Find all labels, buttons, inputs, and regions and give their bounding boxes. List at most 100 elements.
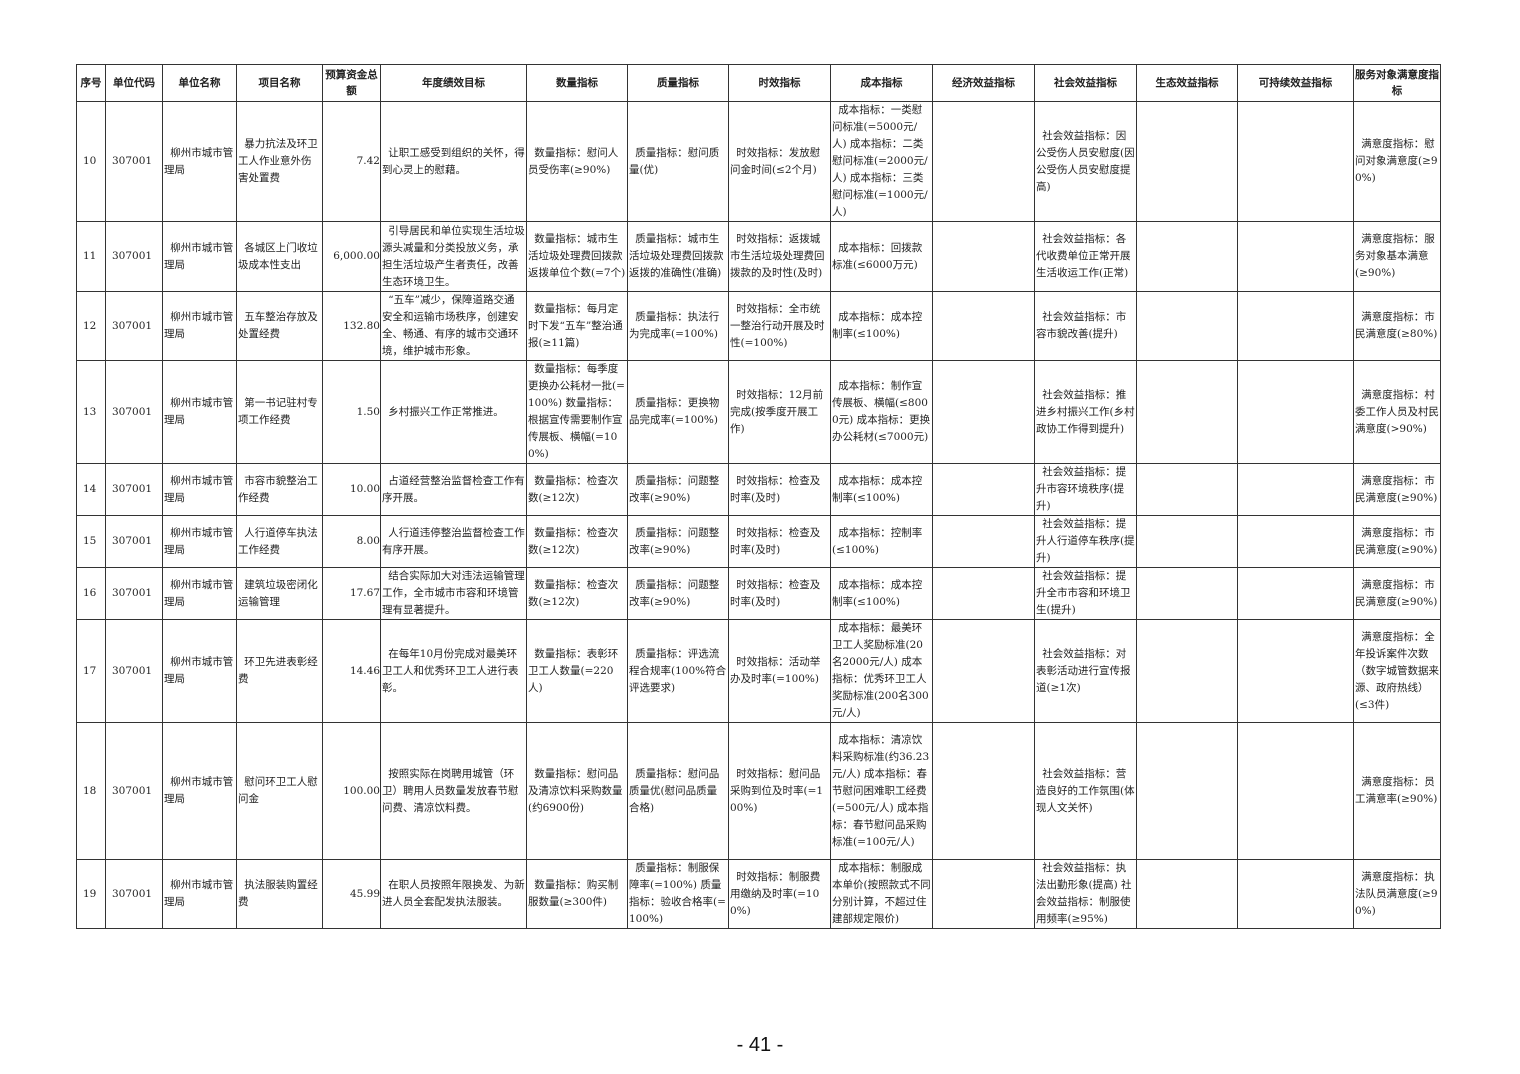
cell-ecological-benefit — [1136, 221, 1238, 292]
cell-unit-code: 307001 — [105, 101, 163, 222]
cell-ecological-benefit — [1136, 360, 1238, 464]
cell-index: 15 — [76, 515, 106, 568]
cell-economic-benefit — [932, 101, 1035, 222]
cell-quality-indicator: 质量指标：评选流程合规率(100%符合评选要求) — [627, 619, 729, 723]
cell-unit-name: 柳州市城市管理局 — [162, 291, 237, 361]
cell-unit-code: 307001 — [105, 567, 163, 620]
cell-project-name: 建筑垃圾密闭化运输管理 — [236, 567, 323, 620]
cell-unit-code: 307001 — [105, 619, 163, 723]
cell-timeliness-indicator: 时效指标：全市统一整治行动开展及时性(=100%) — [728, 291, 831, 361]
table-row: 17 307001 柳州市城市管理局 环卫先进表彰经费 14.46 在每年10月份完成对最… — [76, 619, 1441, 723]
cell-social-benefit: 社会效益指标：执法出勤形象(提高) 社会效益指标：制服使用频率(≥95%) — [1034, 859, 1137, 929]
table-row: 14 307001 柳州市城市管理局 市容市貌整治工作经费 10.00 占道经营整治监督检… — [76, 463, 1441, 516]
cell-annual-goal: 让职工感受到组织的关怀，得到心灵上的慰藉。 — [380, 101, 527, 222]
cell-social-benefit: 社会效益指标：因公受伤人员安慰度(因公受伤人员安慰度提高) — [1034, 101, 1137, 222]
cell-satisfaction-indicator: 满意度指标：村委工作人员及村民满意度(>90%) — [1353, 360, 1441, 464]
cell-project-name: 人行道停车执法工作经费 — [236, 515, 323, 568]
cell-index: 19 — [76, 859, 106, 929]
cell-unit-name: 柳州市城市管理局 — [162, 221, 237, 292]
cell-timeliness-indicator: 时效指标：制服费用缴纳及时率(=100%) — [728, 859, 831, 929]
header-index: 序号 — [76, 64, 106, 102]
cell-satisfaction-indicator: 满意度指标：市民满意度(≥90%) — [1353, 515, 1441, 568]
header-budget-amount: 预算资金总额 — [322, 64, 381, 102]
cell-quantity-indicator: 数量指标：购买制服数量(≥300件) — [526, 859, 628, 929]
cell-economic-benefit — [932, 360, 1035, 464]
cell-index: 16 — [76, 567, 106, 620]
cell-unit-name: 柳州市城市管理局 — [162, 463, 237, 516]
header-quality-indicator: 质量指标 — [627, 64, 729, 102]
cell-timeliness-indicator: 时效指标：发放慰问金时间(≤2个月) — [728, 101, 831, 222]
cell-ecological-benefit — [1136, 619, 1238, 723]
cell-unit-code: 307001 — [105, 722, 163, 860]
cell-unit-name: 柳州市城市管理局 — [162, 101, 237, 222]
cell-index: 18 — [76, 722, 106, 860]
cell-quantity-indicator: 数量指标：每月定时下发“五车”整治通报(≥11篇) — [526, 291, 628, 361]
cell-cost-indicator: 成本指标：一类慰问标准(=5000元/人) 成本指标：二类慰问标准(=2000元… — [830, 101, 933, 222]
header-satisfaction-indicator: 服务对象满意度指标 — [1353, 64, 1441, 102]
cell-satisfaction-indicator: 满意度指标：员工满意率(≥90%) — [1353, 722, 1441, 860]
table-header-row: 序号 单位代码 单位名称 项目名称 预算资金总额 年度绩效目标 数量指标 质量指标 时效指标 成本… — [76, 64, 1441, 102]
cell-project-name: 暴力抗法及环卫工人作业意外伤害处置费 — [236, 101, 323, 222]
cell-sustainable-benefit — [1237, 463, 1354, 516]
cell-timeliness-indicator: 时效指标：检查及时率(及时) — [728, 463, 831, 516]
header-ecological-benefit: 生态效益指标 — [1136, 64, 1238, 102]
cell-cost-indicator: 成本指标：成本控制率(≤100%) — [830, 291, 933, 361]
cell-quality-indicator: 质量指标：慰问质量(优) — [627, 101, 729, 222]
cell-unit-code: 307001 — [105, 291, 163, 361]
cell-timeliness-indicator: 时效指标：慰问品采购到位及时率(=100%) — [728, 722, 831, 860]
cell-quantity-indicator: 数量指标：每季度更换办公耗材一批(=100%) 数量指标：根据宣传需要制作宣传展… — [526, 360, 628, 464]
cell-annual-goal: 乡村振兴工作正常推进。 — [380, 360, 527, 464]
cell-budget-amount: 1.50 — [322, 360, 381, 464]
header-social-benefit: 社会效益指标 — [1034, 64, 1137, 102]
cell-cost-indicator: 成本指标：成本控制率(≤100%) — [830, 567, 933, 620]
cell-budget-amount: 17.67 — [322, 567, 381, 620]
cell-satisfaction-indicator: 满意度指标：执法队员满意度(≥90%) — [1353, 859, 1441, 929]
cell-economic-benefit — [932, 619, 1035, 723]
cell-ecological-benefit — [1136, 463, 1238, 516]
cell-unit-code: 307001 — [105, 463, 163, 516]
table-row: 12 307001 柳州市城市管理局 五车整治存放及处置经费 132.80 “五车”减少，… — [76, 291, 1441, 361]
cell-index: 11 — [76, 221, 106, 292]
cell-timeliness-indicator: 时效指标：返拨城市生活垃圾处理费回拨款的及时性(及时) — [728, 221, 831, 292]
cell-economic-benefit — [932, 567, 1035, 620]
cell-social-benefit: 社会效益指标：对表彰活动进行宣传报道(≥1次) — [1034, 619, 1137, 723]
cell-index: 14 — [76, 463, 106, 516]
cell-unit-name: 柳州市城市管理局 — [162, 567, 237, 620]
header-quantity-indicator: 数量指标 — [526, 64, 628, 102]
cell-quality-indicator: 质量指标：问题整改率(≥90%) — [627, 463, 729, 516]
cell-cost-indicator: 成本指标：成本控制率(≤100%) — [830, 463, 933, 516]
cell-timeliness-indicator: 时效指标：检查及时率(及时) — [728, 567, 831, 620]
table-row: 16 307001 柳州市城市管理局 建筑垃圾密闭化运输管理 17.67 结合实际加大对违… — [76, 567, 1441, 620]
cell-index: 17 — [76, 619, 106, 723]
cell-unit-name: 柳州市城市管理局 — [162, 515, 237, 568]
page-number: - 41 - — [736, 1034, 784, 1056]
cell-unit-code: 307001 — [105, 360, 163, 464]
cell-economic-benefit — [932, 515, 1035, 568]
cell-social-benefit: 社会效益指标：各代收费单位正常开展生活收运工作(正常) — [1034, 221, 1137, 292]
cell-quality-indicator: 质量指标：执法行为完成率(=100%) — [627, 291, 729, 361]
cell-index: 13 — [76, 360, 106, 464]
cell-social-benefit: 社会效益指标：提升全市市容和环境卫生(提升) — [1034, 567, 1137, 620]
cell-annual-goal: “五车”减少，保障道路交通安全和运输市场秩序，创建安全、畅通、有序的城市交通环境… — [380, 291, 527, 361]
cell-cost-indicator: 成本指标：最美环卫工人奖励标准(20名2000元/人) 成本指标：优秀环卫工人奖… — [830, 619, 933, 723]
header-cost-indicator: 成本指标 — [830, 64, 933, 102]
cell-sustainable-benefit — [1237, 360, 1354, 464]
cell-sustainable-benefit — [1237, 859, 1354, 929]
cell-index: 10 — [76, 101, 106, 222]
table-row: 18 307001 柳州市城市管理局 慰问环卫工人慰问金 100.00 按照实际在岗聘用城… — [76, 722, 1441, 860]
cell-sustainable-benefit — [1237, 291, 1354, 361]
cell-project-name: 执法服装购置经费 — [236, 859, 323, 929]
cell-satisfaction-indicator: 满意度指标：市民满意度(≥90%) — [1353, 463, 1441, 516]
cell-quantity-indicator: 数量指标：慰问人员受伤率(≥90%) — [526, 101, 628, 222]
cell-unit-name: 柳州市城市管理局 — [162, 619, 237, 723]
cell-ecological-benefit — [1136, 515, 1238, 568]
cell-economic-benefit — [932, 463, 1035, 516]
cell-quantity-indicator: 数量指标：慰问品及清凉饮料采购数量(约6900份) — [526, 722, 628, 860]
header-unit-code: 单位代码 — [105, 64, 163, 102]
header-unit-name: 单位名称 — [162, 64, 237, 102]
header-sustainable-benefit: 可持续效益指标 — [1237, 64, 1354, 102]
cell-cost-indicator: 成本指标：控制率(≤100%) — [830, 515, 933, 568]
table-row: 19 307001 柳州市城市管理局 执法服装购置经费 45.99 在职人员按照年限换发、… — [76, 859, 1441, 929]
cell-budget-amount: 14.46 — [322, 619, 381, 723]
cell-unit-code: 307001 — [105, 515, 163, 568]
